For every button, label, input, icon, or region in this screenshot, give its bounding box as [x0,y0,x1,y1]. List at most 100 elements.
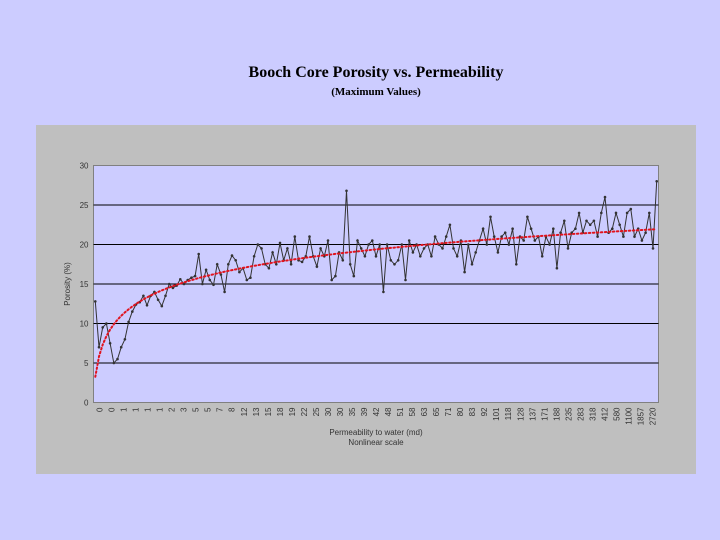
data-point [119,345,123,349]
data-point [552,227,555,230]
data-point [600,211,603,215]
data-point [252,255,256,258]
x-tick-label: 71 [444,407,453,416]
data-point [577,211,581,215]
data-point [204,268,208,272]
data-point [640,239,644,242]
data-point [503,231,507,234]
data-point [352,274,356,278]
x-tick-label: 1100 [624,407,633,425]
data-point [293,235,297,238]
data-point [625,211,629,215]
data-point [127,320,130,324]
data-point [245,278,249,282]
x-tick-label: 5 [204,407,213,412]
data-point [588,223,592,227]
data-point [256,243,260,246]
x-tick-label: 25 [312,407,321,416]
data-point [533,239,537,242]
x-tick-label: 15 [264,407,273,416]
data-point [393,263,396,266]
data-point [208,278,212,282]
x-tick-label: 1857 [636,407,645,425]
data-point [219,273,223,276]
x-tick-label: 30 [324,407,333,416]
x-tick-label: 580 [612,407,621,421]
data-point [193,274,197,278]
x-tick-label: 83 [468,407,477,416]
x-tick-label: 65 [432,407,441,416]
x-tick-label: 137 [528,407,537,421]
data-point [407,239,411,242]
x-tick-label: 2 [168,407,177,412]
data-point [614,211,618,215]
data-point [555,266,559,270]
data-point [382,290,385,294]
data-point [507,243,511,246]
data-point [648,211,651,215]
x-axis-note: Nonlinear scale [348,438,404,447]
x-tick-label: 22 [300,407,309,416]
data-point [422,247,426,250]
data-point [156,298,160,302]
data-point [160,304,164,308]
trend-line [94,228,658,378]
data-point [300,260,304,264]
data-point [190,276,193,279]
data-point [566,247,570,250]
data-point [223,290,226,294]
data-point [112,361,116,365]
data-point [230,254,234,257]
x-tick-label: 7 [216,407,225,412]
data-point [441,247,444,250]
x-axis-label: Permeability to water (md) [329,428,423,437]
data-point [515,263,518,266]
y-tick-label: 20 [80,241,89,250]
data-point [467,243,470,246]
data-point [452,247,455,250]
y-tick-labels: 0 5 10 15 20 25 30 [80,162,89,408]
data-point [404,278,407,282]
x-tick-label: 128 [516,407,525,421]
data-point [334,274,337,278]
data-point [411,251,415,254]
x-tick-label: 412 [600,407,609,421]
data-point [367,243,370,246]
x-tick-label: 19 [288,407,297,416]
gridlines [93,204,659,364]
data-point [378,243,382,246]
data-point [470,263,474,266]
data-point [182,282,186,286]
x-tick-label: 8 [228,407,237,412]
x-tick-label: 1 [120,407,129,412]
data-point [629,207,633,211]
y-tick-label: 15 [80,280,89,289]
x-tick-label: 1 [156,407,165,412]
x-tick-label: 12 [240,407,249,416]
data-point [167,282,171,286]
data-point [618,223,621,227]
x-tick-label: 5 [192,407,201,412]
x-tick-label: 30 [336,407,345,416]
data-point [286,247,289,250]
data-point [275,263,278,266]
data-point [585,219,588,223]
data-point [655,180,658,183]
data-point [563,219,566,223]
x-tick-label: 51 [396,407,405,416]
x-tick-label: 118 [504,407,513,420]
x-tick-label: 42 [372,407,381,416]
x-tick-label: 0 [108,407,117,412]
data-point [179,278,182,281]
data-point [644,231,647,234]
data-point [603,195,607,199]
data-point [227,263,230,266]
data-point [611,227,614,230]
data-point [171,286,175,290]
data-point [622,235,625,238]
y-tick-label: 30 [80,162,89,171]
data-point [271,251,274,254]
data-point [145,304,149,307]
x-tick-labels: 0 0 1 1 1 1 2 3 5 5 7 8 12 13 15 18 19 22 25 30 30 35 39 42 48 51… [96,407,658,425]
